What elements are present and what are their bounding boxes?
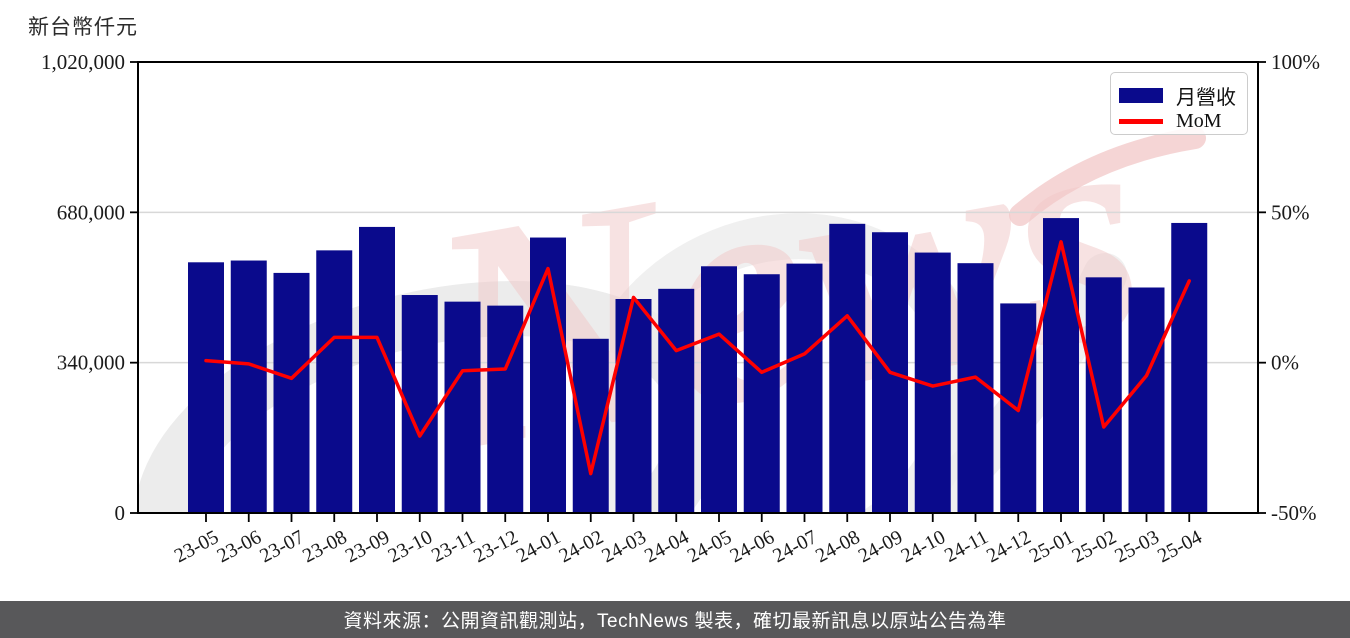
bar-23-07 <box>273 272 310 513</box>
bar-series-swatch <box>1119 88 1163 103</box>
revenue-mom-chart: News0340,000680,0001,020,000-50%0%50%100… <box>41 50 1320 567</box>
bar-24-06 <box>743 274 780 513</box>
bar-24-03 <box>615 298 652 513</box>
source-footer: 資料來源：公開資訊觀測站，TechNews 製表，確切最新訊息以原站公告為準 <box>0 601 1350 638</box>
bar-23-06 <box>230 260 267 513</box>
bar-series-label: 月營收 <box>1176 87 1236 109</box>
x-tick-label-25-04: 25-04 <box>1154 526 1206 567</box>
right-tick-label-0: 0% <box>1271 351 1299 375</box>
y-axis-unit-label: 新台幣仟元 <box>28 15 138 39</box>
legend-row-revenue: 月營收 <box>1119 81 1237 110</box>
left-tick-label-680000: 680,000 <box>57 200 125 224</box>
bar-23-08 <box>316 250 353 513</box>
bar-24-04 <box>658 288 695 513</box>
right-tick-label-50: 50% <box>1271 200 1310 224</box>
left-tick-label-340000: 340,000 <box>57 351 125 375</box>
left-tick-label-0: 0 <box>115 501 126 525</box>
bar-23-11 <box>444 301 481 513</box>
bar-25-03 <box>1128 287 1165 513</box>
bar-23-09 <box>359 226 395 514</box>
line-series-label: MoM <box>1176 110 1222 132</box>
bar-24-01 <box>530 237 566 514</box>
bar-24-05 <box>701 266 737 513</box>
source-footer-text: 資料來源：公開資訊觀測站，TechNews 製表，確切最新訊息以原站公告為準 <box>343 611 1007 632</box>
legend: 月營收 MoM <box>1110 72 1248 135</box>
bar-25-04 <box>1171 222 1208 513</box>
legend-row-mom: MoM <box>1119 110 1237 133</box>
plot-frame <box>137 61 1259 514</box>
right-tick-label--50: -50% <box>1271 501 1317 525</box>
right-tick-label-100: 100% <box>1271 50 1320 74</box>
left-tick-label-1020000: 1,020,000 <box>41 50 125 74</box>
bar-25-02 <box>1085 277 1122 513</box>
bar-24-08 <box>829 223 866 513</box>
bar-24-07 <box>786 263 823 513</box>
line-series-swatch <box>1119 119 1163 124</box>
bar-23-05 <box>188 262 224 513</box>
bar-25-01 <box>1043 218 1079 514</box>
mom-line <box>204 240 1191 476</box>
